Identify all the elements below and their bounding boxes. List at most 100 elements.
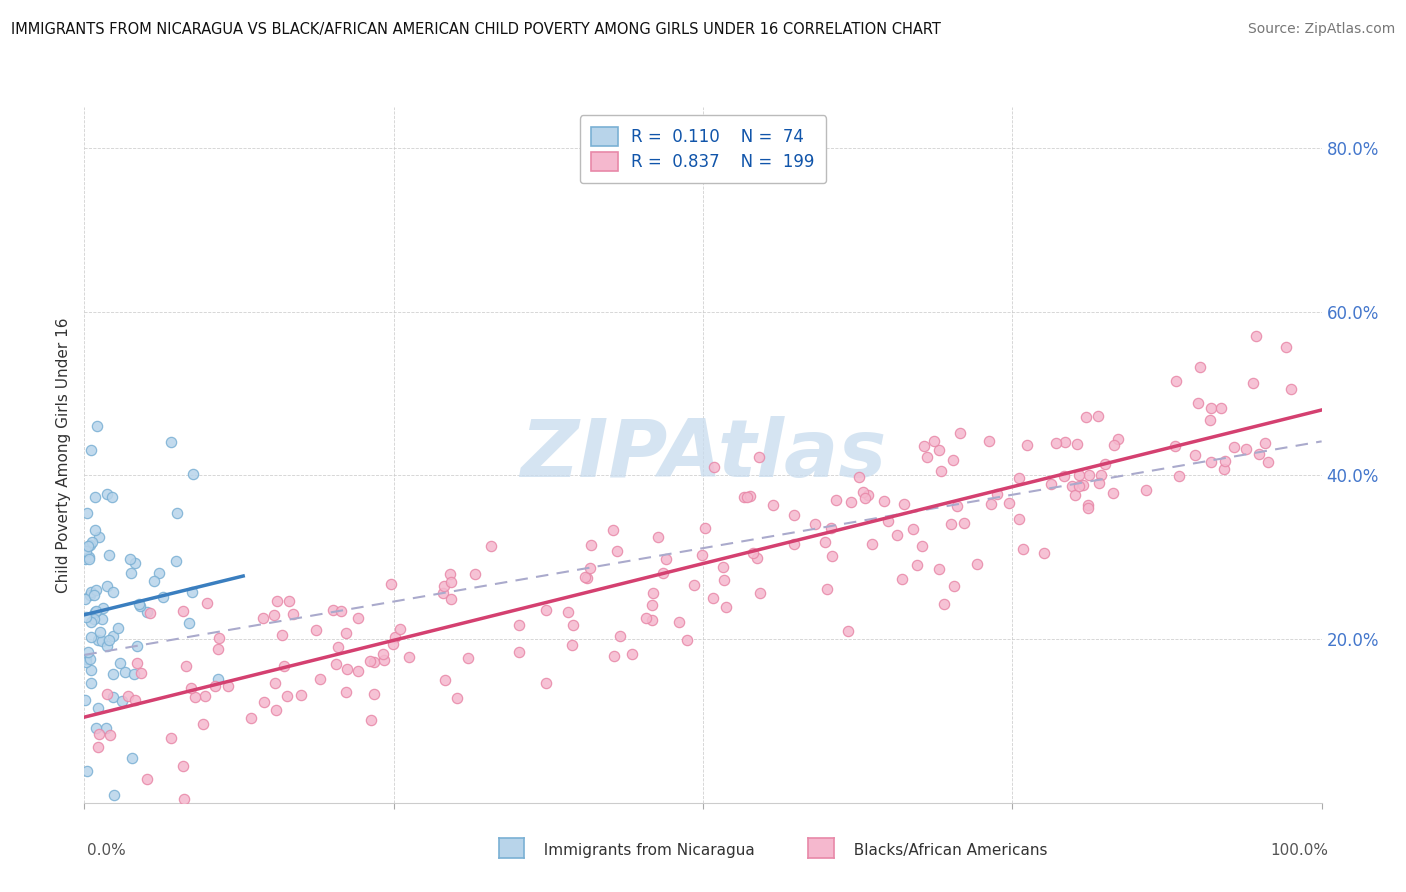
- Point: [335, 625, 357, 640]
- Point: [917, 450, 939, 465]
- Point: [675, 633, 697, 648]
- Point: [1008, 511, 1031, 525]
- Point: [949, 425, 972, 440]
- Point: [946, 499, 969, 513]
- Point: [181, 585, 204, 599]
- Text: ZIPAtlas: ZIPAtlas: [520, 416, 886, 494]
- Point: [1064, 488, 1087, 502]
- Point: [928, 562, 950, 576]
- Point: [439, 566, 461, 581]
- Point: [124, 666, 146, 681]
- Point: [1212, 462, 1234, 476]
- Point: [606, 544, 628, 558]
- Point: [124, 693, 146, 707]
- Point: [77, 645, 100, 659]
- Point: [159, 731, 181, 745]
- Point: [87, 727, 110, 741]
- Point: [1066, 437, 1088, 451]
- Point: [89, 624, 111, 639]
- Point: [384, 630, 406, 644]
- Point: [87, 530, 110, 544]
- Point: [97, 632, 120, 647]
- Point: [335, 685, 357, 699]
- Point: [997, 496, 1019, 510]
- Point: [922, 434, 945, 448]
- Point: [101, 690, 124, 705]
- Point: [94, 721, 117, 735]
- Point: [668, 615, 690, 629]
- Point: [75, 652, 97, 666]
- Point: [91, 601, 114, 615]
- Point: [901, 522, 924, 536]
- Point: [111, 693, 134, 707]
- Point: [446, 691, 468, 706]
- Point: [80, 534, 103, 549]
- Point: [1101, 485, 1123, 500]
- Point: [87, 633, 110, 648]
- Point: [1254, 436, 1277, 450]
- Text: 0.0%: 0.0%: [87, 843, 127, 858]
- Point: [173, 791, 195, 805]
- Point: [84, 605, 107, 619]
- Point: [647, 530, 669, 544]
- Point: [745, 550, 768, 565]
- Point: [683, 578, 706, 592]
- Point: [84, 604, 107, 618]
- Point: [148, 566, 170, 580]
- Point: [79, 664, 101, 678]
- Point: [91, 634, 114, 648]
- Point: [125, 639, 148, 653]
- Point: [737, 490, 759, 504]
- Point: [1257, 455, 1279, 469]
- Point: [1107, 432, 1129, 446]
- Point: [690, 548, 713, 562]
- Point: [748, 450, 770, 464]
- Point: [79, 585, 101, 599]
- Point: [83, 612, 105, 626]
- Point: [1067, 479, 1090, 493]
- Point: [273, 659, 295, 673]
- Point: [322, 603, 344, 617]
- Point: [135, 606, 157, 620]
- Point: [734, 490, 756, 504]
- Point: [1167, 469, 1189, 483]
- Point: [80, 630, 103, 644]
- Point: [825, 493, 848, 508]
- Point: [561, 618, 583, 632]
- Point: [479, 539, 502, 553]
- Point: [266, 593, 288, 607]
- Point: [281, 607, 304, 621]
- Point: [603, 648, 626, 663]
- Point: [1078, 468, 1101, 483]
- Point: [1244, 328, 1267, 343]
- Point: [433, 673, 456, 688]
- Point: [73, 692, 96, 706]
- Point: [103, 788, 125, 802]
- Point: [270, 627, 292, 641]
- Point: [953, 516, 976, 531]
- Point: [534, 603, 557, 617]
- Point: [578, 561, 600, 575]
- Point: [180, 681, 202, 695]
- Point: [621, 647, 644, 661]
- Point: [1135, 483, 1157, 498]
- Point: [83, 588, 105, 602]
- Point: [129, 665, 152, 680]
- Point: [398, 650, 420, 665]
- Point: [79, 588, 101, 602]
- Point: [636, 611, 658, 625]
- Point: [120, 552, 142, 566]
- Point: [177, 615, 200, 630]
- Point: [371, 647, 394, 661]
- Point: [1184, 448, 1206, 462]
- Point: [821, 549, 844, 564]
- Point: [75, 610, 97, 624]
- Point: [713, 573, 735, 587]
- Point: [80, 615, 103, 629]
- Point: [893, 497, 915, 511]
- Point: [1279, 382, 1302, 396]
- Point: [942, 453, 965, 467]
- Point: [641, 585, 664, 599]
- Point: [980, 497, 1002, 511]
- Point: [1076, 410, 1098, 425]
